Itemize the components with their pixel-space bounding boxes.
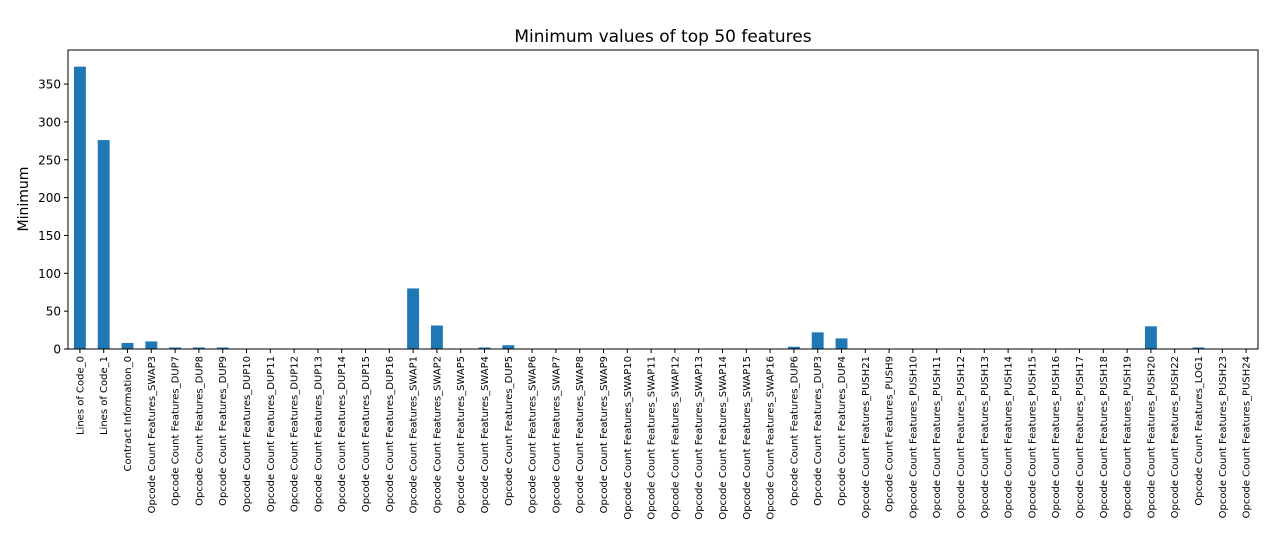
x-tick-label: Opcode Count Features_DUP4 [837, 356, 848, 506]
x-tick-label: Opcode Count Features_PUSH9 [885, 356, 896, 512]
bar [478, 347, 491, 349]
x-tick-label: Opcode Count Features_SWAP13 [694, 356, 705, 520]
x-tick-label: Opcode Count Features_SWAP5 [456, 356, 467, 513]
x-tick-label: Opcode Count Features_SWAP6 [528, 356, 539, 513]
x-tick-label: Opcode Count Features_PUSH21 [861, 356, 872, 518]
y-tick-label: 50 [46, 305, 61, 319]
bar [121, 342, 134, 349]
bar [1192, 347, 1205, 349]
x-tick-label: Opcode Count Features_LOG1 [1194, 356, 1205, 506]
x-tick-label: Opcode Count Features_SWAP16 [766, 356, 777, 520]
bar [1144, 326, 1157, 349]
bars-group [73, 66, 1205, 350]
x-tick-label: Opcode Count Features_PUSH13 [980, 356, 991, 518]
x-tick-label: Opcode Count Features_PUSH17 [1075, 356, 1086, 518]
x-tick-label: Lines of Code_1 [99, 356, 110, 435]
x-tick-label: Opcode Count Features_DUP7 [171, 356, 182, 506]
x-tick-label: Opcode Count Features_DUP14 [337, 356, 348, 512]
x-tick-label: Opcode Count Features_SWAP2 [432, 356, 443, 513]
x-tick-label: Opcode Count Features_DUP11 [266, 356, 277, 512]
bar [73, 66, 86, 350]
x-tick-label: Opcode Count Features_SWAP4 [480, 356, 491, 513]
x-tick-label: Opcode Count Features_SWAP14 [718, 356, 729, 520]
y-tick-label: 100 [38, 267, 61, 281]
bar [169, 347, 182, 349]
x-tick-label: Opcode Count Features_SWAP7 [551, 356, 562, 513]
x-tick-label: Opcode Count Features_SWAP9 [599, 356, 610, 513]
bar [835, 338, 848, 349]
x-tick-label: Opcode Count Features_SWAP3 [147, 356, 158, 513]
bar [430, 325, 443, 349]
bar [787, 346, 800, 349]
x-tick-label: Opcode Count Features_PUSH24 [1242, 356, 1253, 518]
x-tick-label: Opcode Count Features_DUP3 [813, 356, 824, 506]
x-tick-label: Opcode Count Features_PUSH23 [1218, 356, 1229, 518]
x-tick-label: Opcode Count Features_PUSH10 [908, 356, 919, 518]
x-tick-label: Opcode Count Features_PUSH16 [1051, 356, 1062, 518]
x-tick-label: Opcode Count Features_SWAP11 [647, 356, 658, 520]
x-tick-label: Opcode Count Features_DUP12 [290, 356, 301, 512]
bar [97, 140, 110, 349]
x-tick-label: Opcode Count Features_PUSH15 [1027, 356, 1038, 518]
y-tick-label: 350 [38, 78, 61, 92]
x-tick-label: Opcode Count Features_PUSH22 [1170, 356, 1181, 518]
y-tick-label: 150 [38, 229, 61, 243]
bar [502, 345, 515, 349]
x-tick-label: Opcode Count Features_PUSH12 [956, 356, 967, 518]
x-tick-label: Opcode Count Features_SWAP10 [623, 356, 634, 520]
bar [811, 332, 824, 349]
x-tick-label: Opcode Count Features_DUP6 [789, 356, 800, 506]
x-tick-label: Contract Information_0 [123, 356, 134, 471]
x-tick-label: Opcode Count Features_DUP10 [242, 356, 253, 512]
y-tick-label: 0 [53, 343, 61, 357]
x-tick-label: Opcode Count Features_DUP5 [504, 356, 515, 506]
x-tick-label: Opcode Count Features_PUSH11 [932, 356, 943, 518]
bar [192, 347, 205, 349]
y-tick-label: 200 [38, 191, 61, 205]
y-axis-label: Minimum [16, 167, 32, 232]
x-tick-label: Opcode Count Features_DUP8 [194, 356, 205, 506]
y-axis-ticks: 0 50 100 150 200 250 300 350 [38, 78, 68, 357]
chart-title: Minimum values of top 50 features [514, 27, 811, 47]
bar [145, 341, 158, 349]
bar [216, 347, 229, 349]
x-tick-label: Opcode Count Features_SWAP15 [742, 356, 753, 520]
x-tick-label: Opcode Count Features_SWAP8 [575, 356, 586, 513]
x-tick-label: Opcode Count Features_SWAP1 [409, 356, 420, 513]
x-tick-label: Opcode Count Features_DUP13 [313, 356, 324, 512]
plot-area-frame [67, 49, 1259, 350]
y-tick-label: 250 [38, 153, 61, 167]
x-tick-label: Opcode Count Features_PUSH18 [1099, 356, 1110, 518]
bar [407, 288, 420, 349]
x-axis-ticks: Lines of Code_0 Lines of Code_1 Contract I… [75, 349, 1253, 520]
x-tick-label: Opcode Count Features_DUP9 [218, 356, 229, 506]
x-tick-label: Lines of Code_0 [75, 356, 86, 435]
x-tick-label: Opcode Count Features_PUSH19 [1123, 356, 1134, 518]
x-tick-label: Opcode Count Features_PUSH20 [1146, 356, 1157, 518]
x-tick-label: Opcode Count Features_PUSH14 [1004, 356, 1015, 518]
x-tick-label: Opcode Count Features_SWAP12 [670, 356, 681, 520]
x-tick-label: Opcode Count Features_DUP15 [361, 356, 372, 512]
y-tick-label: 300 [38, 115, 61, 129]
x-tick-label: Opcode Count Features_DUP16 [385, 356, 396, 512]
